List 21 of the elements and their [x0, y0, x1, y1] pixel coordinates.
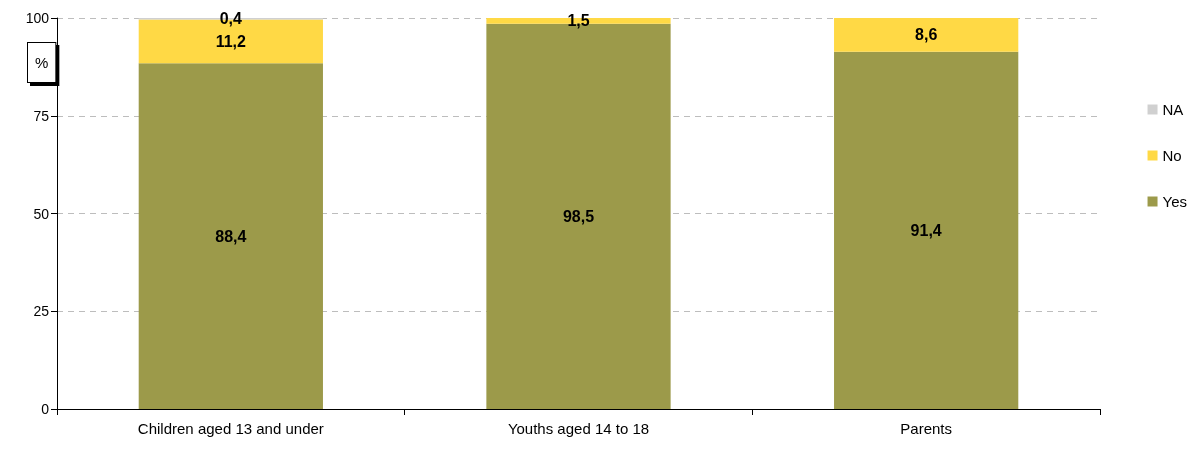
x-tick-label: Youths aged 14 to 18	[507, 420, 650, 437]
x-tick-label: Parents	[900, 420, 953, 437]
data-label: 91,4	[910, 221, 942, 239]
y-tick-label: 0	[41, 401, 50, 417]
legend-label: NA	[1162, 101, 1184, 118]
y-tick-label: 50	[33, 205, 50, 222]
x-tick-label: Children aged 13 and under	[137, 420, 324, 437]
data-label: 11,2	[215, 32, 247, 50]
bar	[834, 51, 1019, 409]
bar	[834, 18, 1019, 52]
legend-label: Yes	[1162, 193, 1188, 210]
data-label: 0,4	[219, 10, 243, 28]
data-label: 88,4	[215, 227, 247, 245]
bar	[138, 63, 323, 409]
y-tick-label: 75	[33, 107, 50, 124]
legend-label: No	[1162, 147, 1182, 164]
data-label: 98,5	[562, 207, 595, 225]
y-tick-label: 25	[33, 303, 50, 320]
y-axis-title: %	[35, 54, 49, 71]
y-tick-label: 100	[25, 10, 50, 26]
data-label: 8,6	[915, 26, 938, 44]
